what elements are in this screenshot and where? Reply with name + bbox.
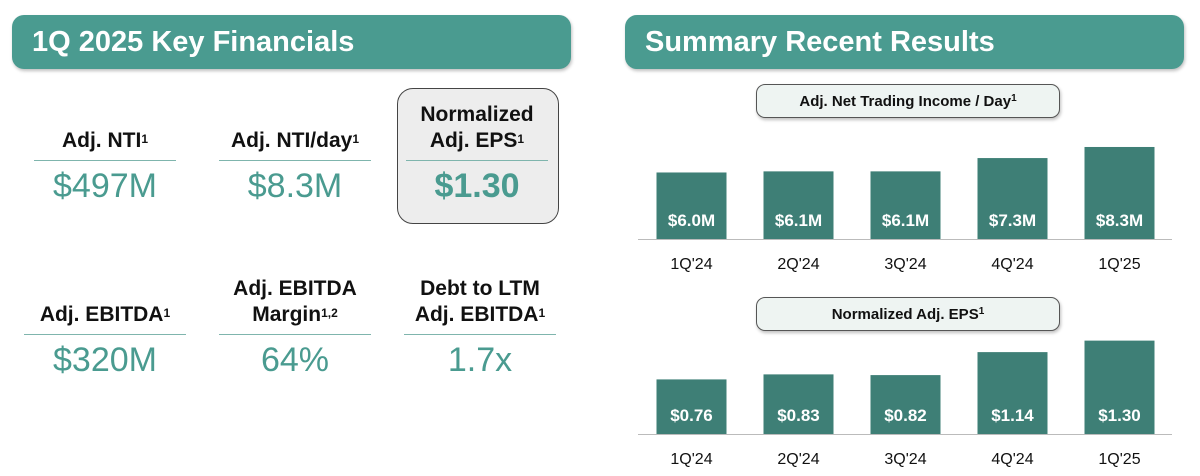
metric-label: Adj. EBITDA1: [39, 303, 171, 326]
normalized-eps-bar-chart: $0.76 1Q'24 $0.83 2Q'24 $0.82 3Q'24 $1.14 4Q'24…: [638, 340, 1172, 468]
metric-value: $8.3M: [247, 167, 343, 205]
bar: [763, 374, 834, 434]
bar: [656, 172, 727, 239]
metric-adj-nti-day: Adj. NTI/day1 $8.3M: [215, 128, 375, 206]
bar-data-label: $6.1M: [775, 211, 822, 230]
x-tick-label: 2Q'24: [777, 451, 819, 468]
metric-divider: [34, 160, 176, 161]
nti-per-day-bar-chart: $6.0M 1Q'24 $6.1M 2Q'24 $6.1M 3Q'24 $7.3M 4Q'24…: [638, 146, 1172, 273]
bar: [870, 171, 941, 239]
metric-divider: [404, 334, 556, 335]
x-tick-label: 2Q'24: [777, 256, 819, 273]
bar: [870, 375, 941, 434]
metric-adj-ebitda-margin: Adj. EBITDA Margin1,2 64%: [215, 276, 375, 380]
bar-data-label: $0.82: [884, 406, 927, 425]
metric-value: $497M: [53, 167, 157, 205]
bar-data-label: $6.1M: [882, 211, 929, 230]
x-tick-label: 3Q'24: [884, 256, 926, 273]
metric-value: $320M: [53, 341, 157, 379]
metric-debt-to-ltm-adj-ebitda: Debt to LTM Adj. EBITDA1 1.7x: [400, 276, 560, 380]
bar: [977, 158, 1048, 239]
bar: [1084, 340, 1155, 434]
key-financials-banner: 1Q 2025 Key Financials: [12, 15, 571, 69]
x-tick-label: 1Q'25: [1098, 256, 1140, 273]
metric-label: Adj. EBITDA Margin1,2: [233, 277, 357, 326]
metric-adj-nti: Adj. NTI1 $497M: [30, 128, 180, 206]
metric-value: 64%: [260, 341, 330, 379]
x-tick-label: 1Q'24: [670, 256, 712, 273]
eps-highlight-box: [397, 88, 559, 224]
chart-title-nti-per-day: Adj. Net Trading Income / Day 1: [756, 84, 1060, 118]
bar-data-label: $7.3M: [989, 211, 1036, 230]
key-financials-title: 1Q 2025 Key Financials: [32, 25, 355, 58]
metric-divider: [406, 160, 548, 161]
bar-data-label: $1.14: [991, 406, 1034, 425]
summary-results-title: Summary Recent Results: [645, 25, 995, 58]
metric-value: 1.7x: [447, 341, 513, 379]
x-tick-label: 1Q'24: [670, 451, 712, 468]
metric-adj-ebitda: Adj. EBITDA1 $320M: [20, 302, 190, 380]
metric-divider: [219, 160, 371, 161]
metric-label: Debt to LTM Adj. EBITDA1: [414, 277, 546, 326]
bar: [1084, 146, 1155, 239]
metric-divider: [24, 334, 186, 335]
chart-title-normalized-eps: Normalized Adj. EPS 1: [756, 297, 1060, 331]
bar-data-label: $6.0M: [668, 211, 715, 230]
metric-label: Adj. NTI1: [61, 129, 148, 152]
metric-value: $1.30: [434, 167, 520, 205]
metric-label: Normalized Adj. EPS1: [420, 103, 534, 152]
bar-data-label: $1.30: [1098, 406, 1141, 425]
bar-data-label: $0.76: [670, 406, 713, 425]
metric-divider: [219, 334, 371, 335]
metric-label: Adj. NTI/day1: [230, 129, 360, 152]
x-tick-label: 1Q'25: [1098, 451, 1140, 468]
x-tick-label: 4Q'24: [991, 256, 1033, 273]
bar: [656, 379, 727, 434]
bar: [977, 352, 1048, 434]
x-tick-label: 4Q'24: [991, 451, 1033, 468]
summary-results-banner: Summary Recent Results: [625, 15, 1184, 69]
bar-data-label: $0.83: [777, 406, 820, 425]
bar: [763, 171, 834, 239]
metric-normalized-adj-eps: Normalized Adj. EPS1 $1.30: [402, 102, 552, 206]
bar-data-label: $8.3M: [1096, 211, 1143, 230]
x-tick-label: 3Q'24: [884, 451, 926, 468]
